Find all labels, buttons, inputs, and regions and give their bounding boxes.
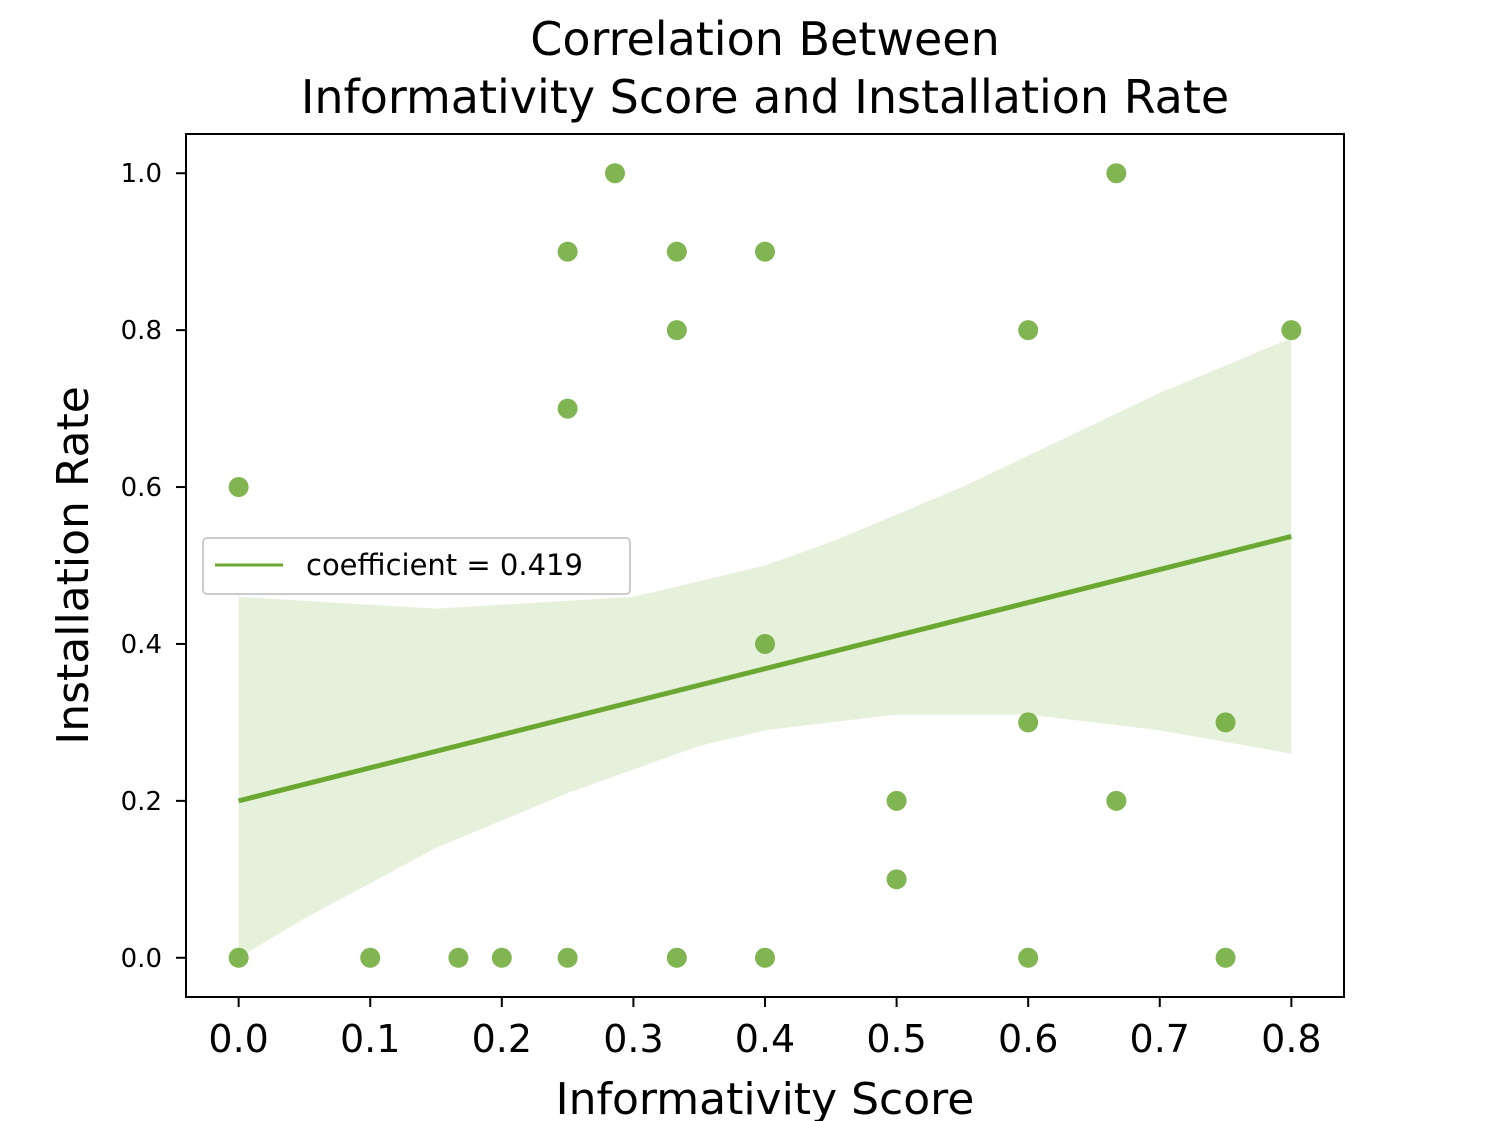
scatter-point — [886, 869, 907, 890]
y-axis-ticks: 0.0 0.2 0.4 0.6 0.8 1.0 — [121, 159, 186, 974]
y-tick-label: 0.6 — [121, 473, 162, 503]
scatter-point — [666, 947, 687, 968]
y-tick-label: 0.8 — [121, 316, 162, 346]
x-tick-label: 0.7 — [1130, 1017, 1190, 1061]
scatter-point — [1018, 712, 1039, 733]
scatter-point — [755, 633, 775, 654]
y-tick-label: 1.0 — [121, 159, 162, 189]
scatter-point — [886, 790, 907, 811]
scatter-point — [1281, 320, 1302, 341]
chart-title-line-1: Correlation Between — [530, 12, 1000, 66]
scatter-point — [666, 320, 687, 341]
legend-box — [202, 537, 631, 595]
x-tick-label: 0.1 — [340, 1017, 400, 1061]
scatter-point — [557, 241, 578, 262]
x-tick-label: 0.8 — [1261, 1017, 1321, 1061]
scatter-point — [228, 947, 249, 968]
x-tick-label: 0.4 — [735, 1017, 795, 1061]
regression-line-group — [238, 534, 1292, 804]
scatter-point — [1018, 947, 1039, 968]
scatter-points — [228, 163, 1302, 968]
scatter-point — [604, 163, 625, 184]
legend: coefficient = 0.419 — [202, 537, 631, 595]
scatter-point — [557, 398, 578, 419]
scatter-point — [666, 241, 687, 262]
scatter-point — [755, 241, 775, 262]
chart-title-line-2: Informativity Score and Installation Rat… — [301, 70, 1229, 124]
scatter-point — [557, 947, 578, 968]
scatter-point — [1215, 712, 1236, 733]
x-axis-ticks: 0.0 0.1 0.2 0.3 0.4 0.5 0.6 0.7 0.8 — [208, 997, 1322, 1061]
legend-label: coefficient = 0.419 — [306, 548, 583, 582]
scatter-point — [1106, 163, 1127, 184]
y-tick-label: 0.4 — [121, 630, 162, 660]
scatter-point — [1018, 320, 1039, 341]
scatter-point — [1215, 947, 1236, 968]
y-axis-label: Installation Rate — [48, 386, 99, 745]
scatter-point — [448, 947, 469, 968]
scatter-point — [360, 947, 381, 968]
scatter-point — [1106, 790, 1127, 811]
y-tick-label: 0.2 — [121, 787, 162, 817]
scatter-point — [491, 947, 512, 968]
x-tick-label: 0.3 — [603, 1017, 663, 1061]
x-tick-label: 0.2 — [472, 1017, 532, 1061]
regression-line — [238, 534, 1292, 804]
x-tick-label: 0.6 — [998, 1017, 1058, 1061]
scatter-point — [228, 477, 249, 498]
x-tick-label: 0.0 — [208, 1017, 268, 1061]
scatter-point — [755, 947, 775, 968]
y-tick-label: 0.0 — [121, 944, 162, 974]
x-axis-label: Informativity Score — [556, 1074, 975, 1121]
x-tick-label: 0.5 — [866, 1017, 926, 1061]
